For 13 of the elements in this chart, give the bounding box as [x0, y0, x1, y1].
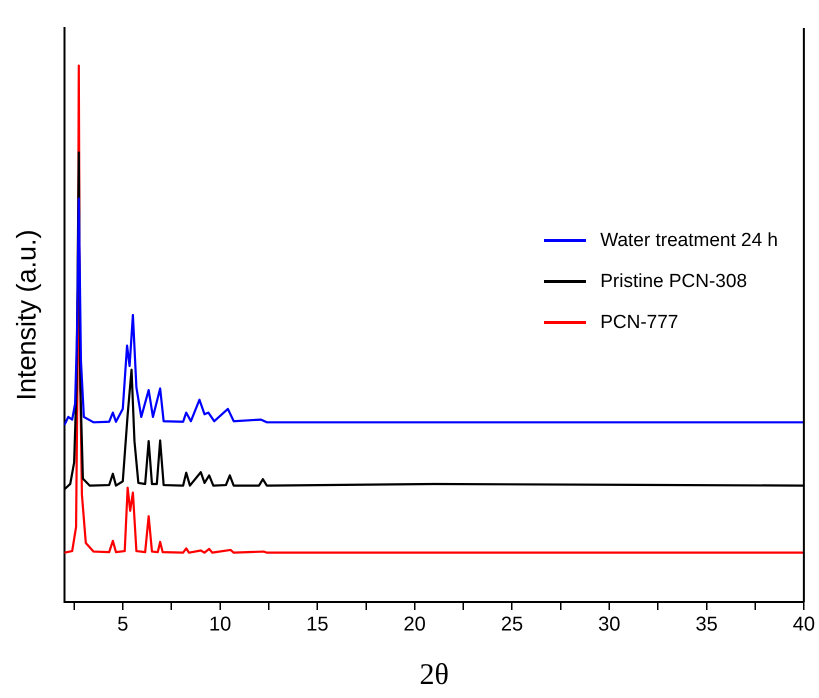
x-tick-label: 35	[695, 614, 718, 636]
x-tick-label: 10	[208, 614, 232, 636]
x-tick-label: 30	[598, 614, 620, 636]
x-tick-label: 25	[500, 614, 524, 636]
x-tick-label: 15	[306, 614, 329, 636]
x-tick-label: 20	[404, 614, 426, 636]
legend-label: Water treatment 24 h	[600, 230, 778, 252]
x-axis-title: 2θ	[419, 658, 449, 691]
y-axis-title: Intensity (a.u.)	[12, 229, 42, 401]
legend-label: Pristine PCN-308	[600, 270, 748, 292]
x-tick-label: 5	[117, 614, 128, 636]
x-tick-label: 40	[792, 614, 815, 636]
legend-label: PCN-777	[600, 312, 678, 334]
